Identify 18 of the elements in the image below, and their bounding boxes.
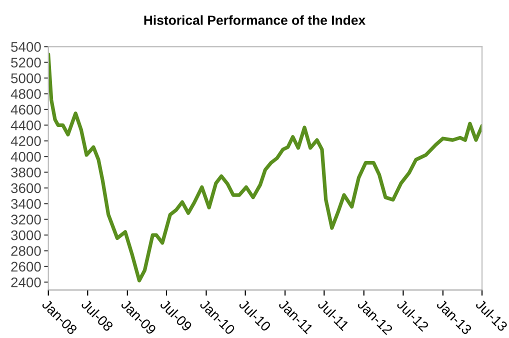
y-tick-label: 2400 [11,277,41,288]
y-tick-label: 3000 [11,230,41,240]
y-tick-label: 2600 [11,262,41,272]
y-tick-label: 5200 [11,58,41,68]
chart-title: Historical Performance of the Index [144,15,366,25]
y-tick-label: 3400 [11,198,41,209]
y-tick-label: 3200 [11,214,41,225]
y-tick-label: 3800 [11,168,41,178]
y-tick-label: 5400 [11,42,41,52]
line-series [48,52,482,282]
y-tick-label: 3600 [11,183,41,194]
y-tick-label: 4600 [10,104,41,115]
y-tick-label: 5000 [11,73,41,84]
y-tick-label: 4000 [10,152,41,162]
y-tick-label: 4200 [10,136,41,146]
y-tick-label: 4800 [10,89,41,99]
y-tick-label: 4400 [10,120,41,130]
y-tick-label: 2800 [11,246,41,256]
